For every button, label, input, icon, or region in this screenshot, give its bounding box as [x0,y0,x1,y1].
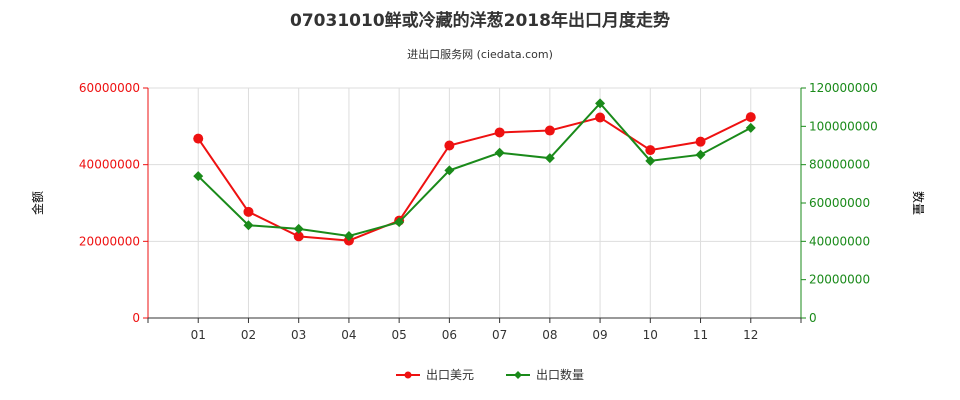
data-point [645,145,656,156]
left-tick-label: 60000000 [79,81,140,95]
series-1 [193,112,756,246]
chart-title: 07031010鲜或冷藏的洋葱2018年出口月度走势 [290,10,670,31]
right-tick-label: 120000000 [809,81,878,95]
data-point [243,206,254,217]
data-point [293,231,304,242]
x-tick-label: 04 [341,328,356,342]
x-tick-label: 08 [542,328,557,342]
x-tick-label: 12 [743,328,758,342]
x-tick-label: 06 [442,328,457,342]
x-tick-label: 09 [592,328,607,342]
x-tick-label: 01 [191,328,206,342]
data-point [695,136,706,147]
data-point [193,171,204,182]
series-line [197,116,752,242]
right-tick-label: 80000000 [809,158,870,172]
right-tick-label: 0 [809,311,817,325]
data-point [193,133,204,144]
x-tick-label: 10 [643,328,658,342]
chart-subtitle: 进出口服务网 (ciedata.com) [407,47,553,61]
data-point [595,112,606,123]
x-tick-label: 11 [693,328,708,342]
right-tick-label: 60000000 [809,196,870,210]
x-tick-label: 02 [241,328,256,342]
x-axis-ticks: 01 02 03 04 05 06 07 08 09 10 11 12 [147,318,802,342]
series-2 [193,98,756,241]
x-tick-label: 05 [392,328,407,342]
data-point [745,112,756,123]
data-point [494,127,505,138]
legend-swatch-marker [514,371,522,379]
legend-label: 出口美元 [426,368,474,382]
series-layer [193,98,756,246]
legend-item-1: 出口美元 [396,368,474,382]
left-axis-title: 金额 [30,191,45,215]
left-tick-label: 0 [132,311,140,325]
left-tick-label: 40000000 [79,158,140,172]
legend-label: 出口数量 [536,367,584,382]
data-point [695,149,706,160]
data-point [745,122,756,133]
data-point [444,140,455,151]
left-tick-label: 20000000 [79,234,140,248]
data-point [243,220,254,231]
data-point [544,153,555,164]
data-point [544,125,555,136]
left-axis-ticks: 0 20000000 40000000 60000000 [79,81,148,325]
data-point [444,165,455,176]
right-axis-ticks: 0 20000000 40000000 60000000 80000000 1000000… [801,81,878,325]
grid [148,87,801,318]
x-tick-label: 03 [291,328,306,342]
right-axis-title: 数量 [911,191,926,215]
right-tick-label: 100000000 [809,119,878,133]
data-point [595,98,606,109]
legend-swatch-marker [404,371,412,379]
legend-item-2: 出口数量 [506,367,584,382]
data-point [293,223,304,234]
data-point [343,230,354,241]
data-point [645,155,656,166]
series-line [197,101,752,237]
axes [147,87,802,319]
legend: 出口美元 出口数量 [396,367,584,382]
x-tick-label: 07 [492,328,507,342]
data-point [394,217,405,228]
data-point [494,147,505,158]
right-tick-label: 40000000 [809,234,870,248]
right-tick-label: 20000000 [809,273,870,287]
